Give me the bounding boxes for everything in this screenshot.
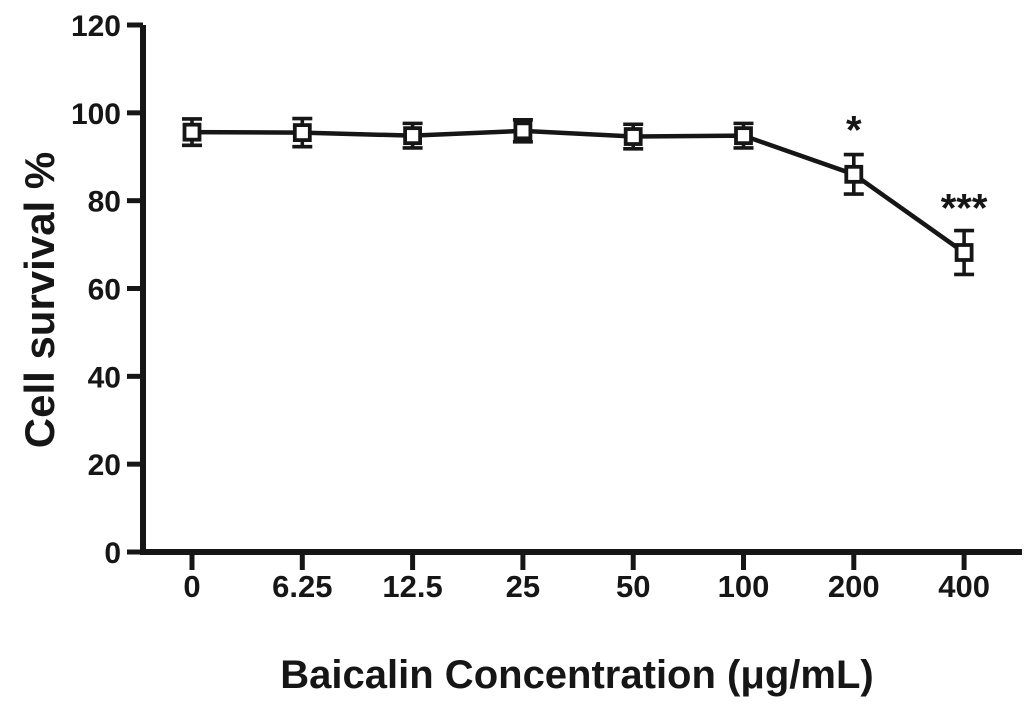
x-axis-tick-label: 25 xyxy=(506,569,540,604)
data-line xyxy=(191,128,966,255)
x-axis-tick-label: 50 xyxy=(616,569,650,604)
data-point-marker xyxy=(403,126,423,146)
x-axis-tick-label: 200 xyxy=(828,569,880,604)
data-point-marker xyxy=(292,123,312,142)
y-axis-title: Cell survival % xyxy=(16,151,63,449)
y-axis-tick-label: 40 xyxy=(88,361,121,394)
y-axis-tick-label: 20 xyxy=(88,449,121,482)
y-axis-tick-label: 60 xyxy=(88,274,121,307)
y-axis-tick-label: 0 xyxy=(104,537,121,570)
x-axis-title: Baicalin Concentration (μg/mL) xyxy=(280,653,874,697)
x-axis-tick-label: 400 xyxy=(938,569,990,604)
y-axis-tick-label: 80 xyxy=(88,186,121,219)
data-point-marker xyxy=(623,127,643,146)
data-point-marker xyxy=(182,122,202,142)
x-axis-tick-label: 6.25 xyxy=(272,569,332,604)
data-point-marker xyxy=(844,164,864,184)
data-point-marker xyxy=(513,121,533,141)
y-axis-tick-label: 120 xyxy=(71,10,121,43)
data-point-marker xyxy=(734,126,753,146)
x-axis-tick-label: 0 xyxy=(183,569,200,604)
significance-annotation: *** xyxy=(941,186,988,230)
x-axis-tick-label: 100 xyxy=(718,569,770,604)
data-point-marker xyxy=(954,243,974,262)
significance-annotation: * xyxy=(846,108,862,152)
y-axis-tick-label: 100 xyxy=(71,98,121,131)
x-axis-tick-label: 12.5 xyxy=(382,569,442,604)
